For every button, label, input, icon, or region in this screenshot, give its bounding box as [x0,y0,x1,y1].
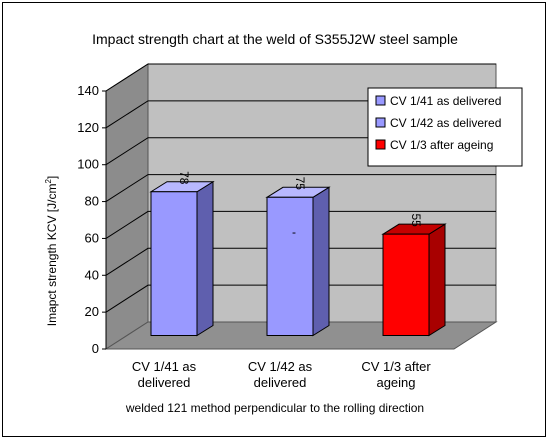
x-category-label: CV 1/41 as [132,359,197,374]
y-tick-labels: 0 20 40 60 80 100 120 140 [77,83,99,356]
data-label: 78 [177,171,191,185]
legend-swatch [375,139,386,150]
y-tick-label: 80 [85,194,99,209]
grid-line [105,174,496,202]
y-tick-label: 20 [85,304,99,319]
chart-title: Impact strength chart at the weld of S35… [92,31,458,47]
data-label: 75 [293,177,307,191]
legend-swatch [375,117,386,128]
bar-front [150,191,198,336]
legend-box [367,87,523,167]
legend-label: CV 1/42 as delivered [390,116,501,130]
x-axis-label: welded 121 method perpendicular to the r… [125,401,424,415]
bar-side [196,180,214,337]
bar-2 [265,186,331,337]
legend: CV 1/41 as delivered CV 1/42 as delivered… [367,87,523,167]
y-tick-label: 120 [77,120,99,135]
bars [149,180,447,337]
bar-side [428,223,446,337]
data-labels: 78 75 55 [177,171,423,227]
legend-label: CV 1/41 as delivered [390,94,501,108]
bar-1 [149,180,215,337]
legend-label: CV 1/3 after ageing [390,138,493,152]
grid-line [105,63,496,92]
bar-front [266,196,314,336]
y-tick-label: 100 [77,157,99,172]
bar-3 [381,223,447,337]
x-category-label: delivered [138,375,191,390]
data-label: 55 [409,213,423,227]
grid-line [105,210,496,239]
side-wall [105,63,149,350]
x-category-label: ageing [376,375,415,390]
x-category-label: CV 1/42 as [248,359,313,374]
grid-lines [102,63,496,350]
y-tick-label: 140 [77,83,99,98]
legend-swatch [375,95,386,106]
grid-line [105,247,496,276]
y-tick-label: 60 [85,230,99,245]
x-category-label: CV 1/3 after [361,359,431,374]
y-tick-label: 0 [92,341,99,356]
y-tick-label: 40 [85,267,99,282]
bar-front [382,233,430,336]
annotation-dash: - [292,225,296,239]
grid-line [105,284,496,313]
y-axis-label: Imapct strength KCV [J/cm2] [44,176,59,327]
bar-side [312,186,330,337]
x-category-label: delivered [254,375,307,390]
